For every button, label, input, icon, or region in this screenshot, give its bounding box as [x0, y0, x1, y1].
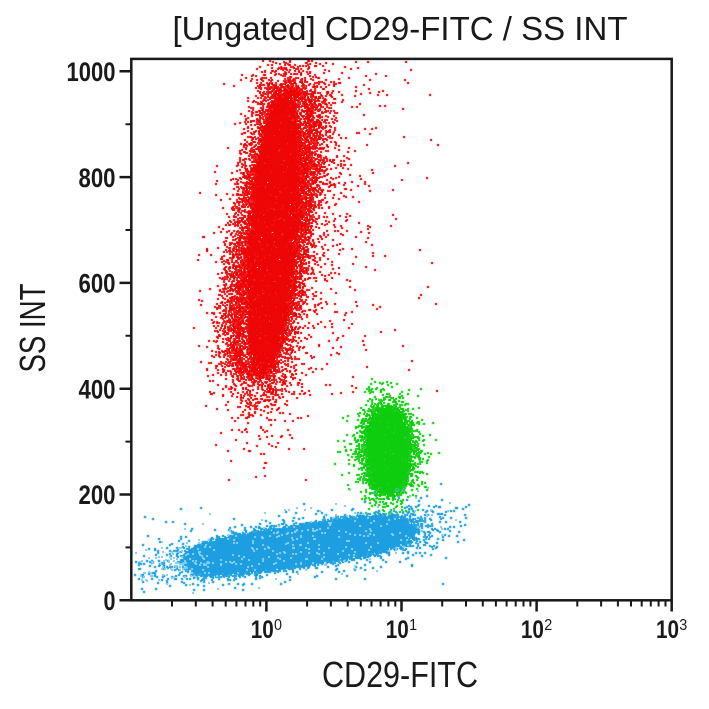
svg-text:800: 800 — [79, 163, 116, 193]
svg-text:0: 0 — [274, 617, 282, 634]
svg-text:400: 400 — [79, 374, 116, 404]
svg-text:CD29-FITC: CD29-FITC — [322, 654, 478, 695]
svg-text:1000: 1000 — [67, 57, 116, 87]
svg-text:200: 200 — [79, 480, 116, 510]
svg-text:SS INT: SS INT — [12, 283, 53, 372]
svg-text:3: 3 — [679, 617, 687, 634]
svg-text:600: 600 — [79, 269, 116, 299]
svg-text:2: 2 — [544, 617, 552, 634]
svg-text:0: 0 — [104, 586, 116, 616]
svg-text:1: 1 — [409, 617, 417, 634]
svg-text:10: 10 — [251, 616, 274, 644]
svg-text:10: 10 — [386, 616, 409, 644]
svg-text:10: 10 — [656, 616, 679, 644]
svg-text:[Ungated] CD29-FITC / SS INT: [Ungated] CD29-FITC / SS INT — [173, 11, 628, 48]
svg-text:10: 10 — [521, 616, 544, 644]
